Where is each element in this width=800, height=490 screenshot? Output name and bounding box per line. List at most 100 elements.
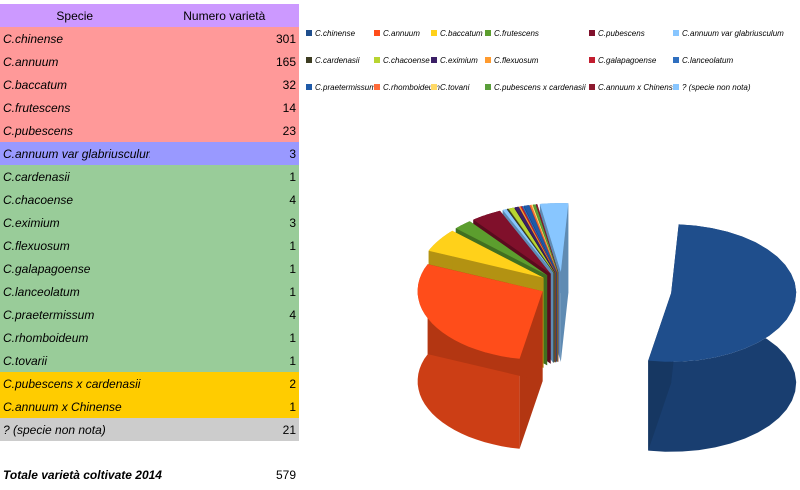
legend-label: ? (specie non nota) — [682, 83, 751, 92]
pie-slice-top — [455, 221, 548, 276]
species-name: C.praetermissum — [0, 303, 150, 326]
pie-slice-0 — [648, 224, 797, 452]
legend-item: C.baccatum — [431, 29, 483, 39]
legend-item: C.praetermissum — [306, 83, 376, 93]
legend-swatch — [485, 57, 491, 63]
legend-item: C.annuum var glabriusculum — [673, 29, 784, 39]
species-name: C.galapagoense — [0, 257, 150, 280]
total-label: Totale varietà coltivate 2014 — [3, 468, 162, 482]
species-name: C.pubescens x cardenasii — [0, 372, 150, 395]
variety-count: 301 — [149, 27, 299, 50]
table-row: C.tovarii 1 — [0, 349, 299, 372]
legend-label: C.rhomboideum — [383, 83, 440, 92]
species-name: C.annuum x Chinense — [0, 395, 150, 418]
legend-item: C.galapagoense — [589, 56, 656, 66]
table-row: C.praetermissum 4 — [0, 303, 299, 326]
legend-item: C.frutescens — [485, 29, 539, 39]
legend-label: C.frutescens — [494, 29, 539, 38]
legend-label: C.pubescens — [598, 29, 645, 38]
variety-count: 1 — [149, 234, 299, 257]
pie-slice-top — [531, 204, 558, 273]
table-header-row: Specie Numero varietà — [0, 4, 299, 27]
table-row: C.baccatum 32 — [0, 73, 299, 96]
species-name: C.flexuosum — [0, 234, 150, 257]
legend-item: C.eximium — [431, 56, 478, 66]
legend-swatch — [431, 57, 437, 63]
legend-label: C.annuum x Chinense — [598, 83, 678, 92]
legend-label: C.galapagoense — [598, 56, 657, 65]
legend-swatch — [589, 84, 595, 90]
legend-item: C.chinense — [306, 29, 355, 39]
table-row: C.rhomboideum 1 — [0, 326, 299, 349]
table-row: C.pubescens 23 — [0, 119, 299, 142]
table-row: C.lanceolatum 1 — [0, 280, 299, 303]
pie-slice-top — [523, 205, 557, 273]
species-name: C.annuum — [0, 50, 150, 73]
pie-slice-top — [533, 204, 558, 273]
variety-count: 3 — [149, 142, 299, 165]
variety-count: 1 — [149, 349, 299, 372]
variety-count: 4 — [149, 188, 299, 211]
legend-swatch — [589, 57, 595, 63]
species-name: C.cardenasii — [0, 165, 150, 188]
pie-slice-top — [473, 210, 551, 274]
species-name: C.pubescens — [0, 119, 150, 142]
table-row: C.cardenasii 1 — [0, 165, 299, 188]
legend-item: C.lanceolatum — [673, 56, 733, 66]
variety-count: 1 — [149, 280, 299, 303]
variety-count: 32 — [149, 73, 299, 96]
pie-slice-1 — [417, 264, 543, 449]
species-name: C.frutescens — [0, 96, 150, 119]
pie-slice-top — [417, 264, 543, 359]
legend-item: C.pubescens x cardenasii — [485, 83, 586, 93]
pie-slice-top — [508, 207, 555, 273]
legend-swatch — [431, 84, 437, 90]
legend-label: C.chinense — [315, 29, 356, 38]
legend-label: C.lanceolatum — [682, 56, 734, 65]
legend-swatch — [374, 30, 380, 36]
pie-slice-top — [518, 206, 556, 273]
species-name: C.annuum var glabriusculum — [0, 142, 150, 165]
header-numero-varieta: Numero varietà — [149, 4, 299, 27]
legend-swatch — [673, 30, 679, 36]
pie-slice-top — [520, 206, 556, 273]
variety-count: 14 — [149, 96, 299, 119]
species-name: C.chacoense — [0, 188, 150, 211]
species-name: ? (specie non nota) — [0, 418, 150, 441]
legend-swatch — [589, 30, 595, 36]
pie-slice-top — [539, 203, 569, 272]
table-row: C.pubescens x cardenasii 2 — [0, 372, 299, 395]
legend-label: C.eximium — [440, 56, 478, 65]
legend-item: C.annuum — [374, 29, 420, 39]
legend-label: C.praetermissum — [315, 83, 376, 92]
legend-item: C.annuum x Chinense — [589, 83, 677, 93]
table-row: C.flexuosum 1 — [0, 234, 299, 257]
variety-count: 3 — [149, 211, 299, 234]
species-name: C.eximium — [0, 211, 150, 234]
pie-slice-top — [502, 209, 554, 273]
table-row: C.frutescens 14 — [0, 96, 299, 119]
legend-swatch — [673, 57, 679, 63]
variety-count: 1 — [149, 165, 299, 188]
legend-swatch — [431, 30, 437, 36]
variety-count: 2 — [149, 372, 299, 395]
pie-slice-wall — [560, 203, 569, 362]
table-row: C.chacoense 4 — [0, 188, 299, 211]
pie-slice-top — [522, 205, 557, 273]
legend-swatch — [673, 84, 679, 90]
legend-swatch — [485, 30, 491, 36]
variety-count: 23 — [149, 119, 299, 142]
legend-item: C.cardenasii — [306, 56, 359, 66]
header-specie: Specie — [0, 4, 150, 27]
table-row: C.galapagoense 1 — [0, 257, 299, 280]
pie-slice-top — [529, 204, 558, 273]
table-row: C.annuum var glabriusculum 3 — [0, 142, 299, 165]
variety-count: 4 — [149, 303, 299, 326]
pie-slice-top — [428, 230, 544, 278]
table-row: ? (specie non nota) 21 — [0, 418, 299, 441]
species-name: C.rhomboideum — [0, 326, 150, 349]
total-value: 579 — [275, 468, 296, 482]
legend-label: C.flexuosum — [494, 56, 539, 65]
legend-item: C.pubescens — [589, 29, 645, 39]
legend-swatch — [374, 57, 380, 63]
